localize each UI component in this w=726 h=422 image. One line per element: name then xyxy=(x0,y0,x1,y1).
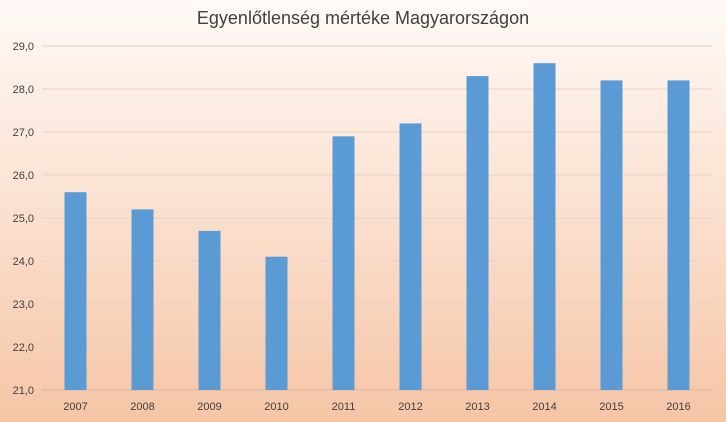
y-tick-label: 29,0 xyxy=(13,41,34,53)
x-tick-label: 2007 xyxy=(63,401,87,413)
y-tick-label: 21,0 xyxy=(13,385,34,397)
bar-2012 xyxy=(399,123,422,391)
x-tick-labels: 2007 2008 2009 2010 2011 2012 2013 2014 2015 2016 xyxy=(63,401,690,413)
x-tick-label: 2016 xyxy=(666,401,690,413)
x-tick-label: 2012 xyxy=(398,401,422,413)
x-tick-label: 2008 xyxy=(130,401,154,413)
gridlines xyxy=(42,45,712,391)
x-tick-label: 2015 xyxy=(599,401,623,413)
y-tick-label: 27,0 xyxy=(13,127,34,139)
bar-2016 xyxy=(667,80,690,391)
y-tick-label: 22,0 xyxy=(13,342,34,354)
x-tick-label: 2014 xyxy=(532,401,556,413)
x-tick-label: 2009 xyxy=(197,401,221,413)
y-tick-label: 25,0 xyxy=(13,213,34,225)
bar-2015 xyxy=(600,80,623,391)
x-tick-label: 2013 xyxy=(465,401,489,413)
bar-2010 xyxy=(265,256,288,390)
y-tick-label: 26,0 xyxy=(13,170,34,182)
y-tick-label: 24,0 xyxy=(13,256,34,268)
bar-2013 xyxy=(466,76,489,390)
bar-2014 xyxy=(533,63,556,390)
bar-2011 xyxy=(332,136,355,390)
bar-2007 xyxy=(64,192,87,390)
bar-2009 xyxy=(198,230,221,390)
y-tick-labels: 21,0 22,0 23,0 24,0 25,0 26,0 27,0 28,0 29,0 xyxy=(13,41,34,397)
x-tick-label: 2011 xyxy=(332,401,356,413)
chart-title: Egyenlőtlenség mértéke Magyarországon xyxy=(196,8,530,28)
bars xyxy=(64,63,690,391)
y-tick-label: 23,0 xyxy=(13,299,34,311)
x-tick-label: 2010 xyxy=(264,401,288,413)
bar-2008 xyxy=(131,209,154,390)
y-tick-label: 28,0 xyxy=(13,84,34,96)
